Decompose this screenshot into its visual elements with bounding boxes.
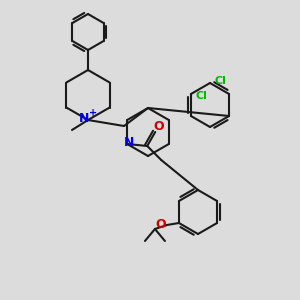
Text: O: O bbox=[156, 218, 166, 230]
Text: Cl: Cl bbox=[214, 76, 226, 86]
Text: N: N bbox=[124, 136, 134, 149]
Text: O: O bbox=[153, 121, 164, 134]
Text: +: + bbox=[89, 108, 97, 118]
Text: Cl: Cl bbox=[195, 91, 207, 101]
Text: N: N bbox=[79, 112, 89, 125]
